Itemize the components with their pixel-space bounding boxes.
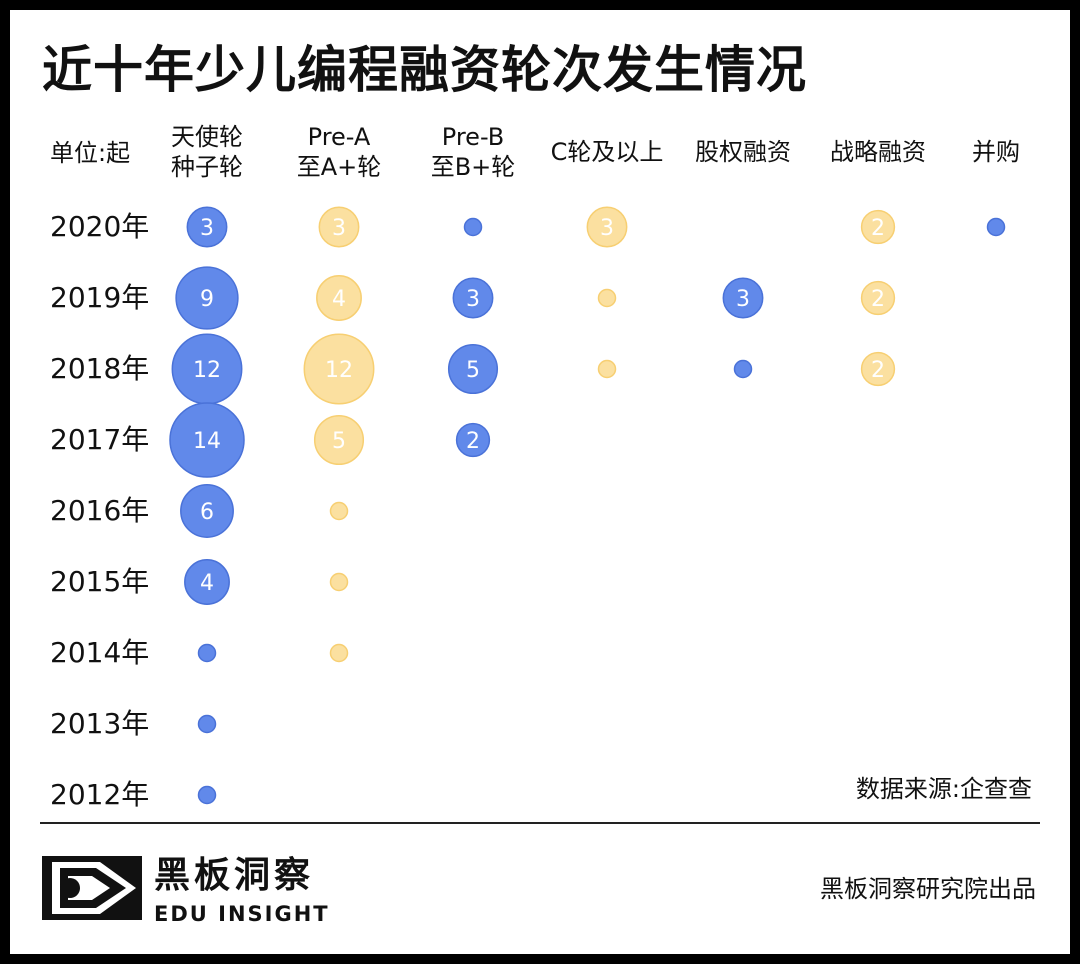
column-header-line: 至B+轮 <box>430 153 516 181</box>
bubble-value-label: 2 <box>871 358 885 383</box>
bubble <box>597 359 617 379</box>
bubble <box>860 351 896 387</box>
bubble-value-label: 9 <box>200 287 214 312</box>
bubble <box>318 206 360 248</box>
column-header-line: C轮及以上 <box>550 138 664 166</box>
bubble-value-label: 3 <box>200 216 214 241</box>
year-label: 2017年 <box>50 423 150 456</box>
year-label: 2020年 <box>50 210 150 243</box>
bubble <box>329 643 349 663</box>
bubble-value-label: 2 <box>871 287 885 312</box>
bubble-value-label: 5 <box>466 358 480 383</box>
bubble <box>722 277 764 319</box>
bubble-value-label: 4 <box>332 287 346 312</box>
bubble <box>175 266 239 330</box>
bubble <box>186 206 228 248</box>
year-label: 2012年 <box>50 778 150 811</box>
bubble <box>329 501 349 521</box>
bubble <box>197 785 217 805</box>
bubble <box>860 209 896 245</box>
column-header: 股权融资 <box>668 137 818 167</box>
year-label: 2015年 <box>50 565 150 598</box>
bubble <box>986 217 1006 237</box>
bubble <box>180 484 234 538</box>
bubble-value-label: 4 <box>200 571 214 596</box>
year-label: 2016年 <box>50 494 150 527</box>
year-label: 2013年 <box>50 707 150 740</box>
column-header-line: 种子轮 <box>171 153 243 181</box>
chart-title: 近十年少儿编程融资轮次发生情况 <box>42 41 807 99</box>
column-header-line: 战略融资 <box>830 138 926 166</box>
bubble <box>184 559 230 605</box>
bubble-plot: 3 3 3 2 9 4 3 3 2 12 12 5 2 14 5 2 6 4 <box>169 206 1006 805</box>
bubble-value-label: 3 <box>600 216 614 241</box>
bubble-value-label: 3 <box>736 287 750 312</box>
eye-logo-icon <box>42 856 142 920</box>
bubble-value-label: 3 <box>466 287 480 312</box>
bubble-value-label: 5 <box>332 429 346 454</box>
column-header-line: 并购 <box>972 138 1020 166</box>
bubble <box>452 277 494 319</box>
bubble <box>303 333 375 405</box>
bubble-value-label: 12 <box>325 358 353 383</box>
bubble-value-label: 3 <box>332 216 346 241</box>
column-header-line: 股权融资 <box>695 138 791 166</box>
bubble-value-label: 2 <box>466 429 480 454</box>
bubble-value-label: 14 <box>193 429 221 454</box>
bubble-value-label: 6 <box>200 500 214 525</box>
bubble <box>313 414 365 466</box>
bubble-value-label: 2 <box>871 216 885 241</box>
column-header-line: 至A+轮 <box>296 153 382 181</box>
bubble <box>455 422 491 458</box>
unit-label: 单位:起 <box>50 139 131 167</box>
chart-card: 近十年少儿编程融资轮次发生情况 单位:起 天使轮 种子轮 Pre-A 至A+轮 Pre-… <box>10 10 1070 954</box>
bubble <box>169 402 245 478</box>
bubble <box>597 288 617 308</box>
bubble <box>586 206 628 248</box>
credit-line: 黑板洞察研究院出品 <box>820 875 1036 903</box>
column-header: 天使轮 种子轮 <box>132 122 282 182</box>
column-header-line: Pre-B <box>441 123 505 151</box>
bubble <box>860 280 896 316</box>
bubble <box>197 714 217 734</box>
bubble <box>447 343 499 395</box>
column-header: Pre-B 至B+轮 <box>398 122 548 182</box>
bubble <box>463 217 483 237</box>
column-header: Pre-A 至A+轮 <box>264 122 414 182</box>
data-source: 数据来源:企查查 <box>855 775 1032 803</box>
footer-divider <box>40 822 1040 824</box>
logo-english-name: EDU INSIGHT <box>154 902 330 926</box>
year-label: 2014年 <box>50 636 150 669</box>
column-header-line: 天使轮 <box>171 123 243 151</box>
year-label: 2019年 <box>50 281 150 314</box>
bubble-value-label: 12 <box>193 358 221 383</box>
column-header: 战略融资 <box>803 137 953 167</box>
bubble <box>316 275 362 321</box>
year-label: 2018年 <box>50 352 150 385</box>
bubble <box>329 572 349 592</box>
column-header-line: Pre-A <box>307 123 371 151</box>
column-header: C轮及以上 <box>532 137 682 167</box>
bubble <box>733 359 753 379</box>
bubble <box>197 643 217 663</box>
logo-chinese-name: 黑板洞察 <box>154 855 315 896</box>
column-header: 并购 <box>921 137 1071 167</box>
